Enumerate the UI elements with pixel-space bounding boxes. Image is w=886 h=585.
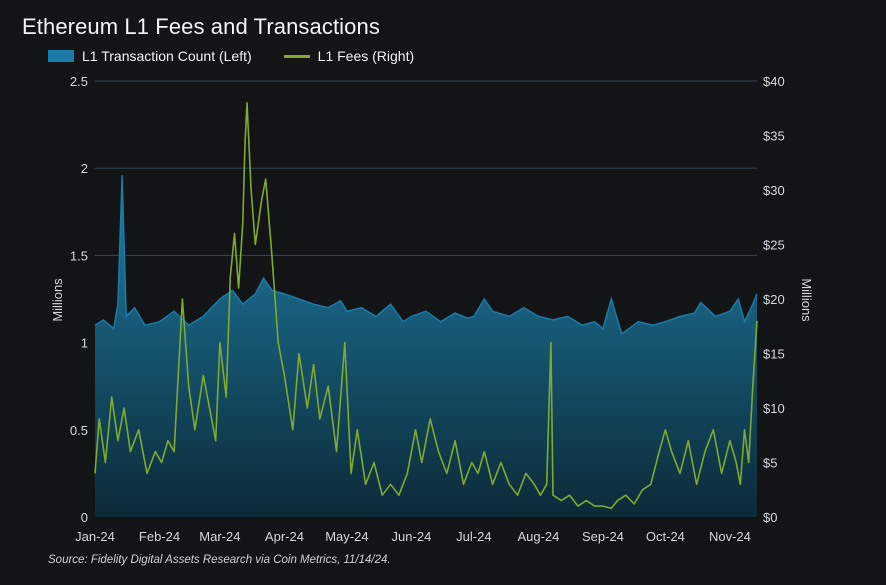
x-axis-ticks: Jan-24 Feb-24 Mar-24 Apr-24 May-24 Jun-24 Jul-… [75, 529, 751, 544]
right-tick-label: $15 [763, 347, 785, 362]
right-tick-label: $35 [763, 129, 785, 144]
legend-swatch-fees [283, 54, 310, 58]
x-tick-label: Mar-24 [199, 529, 240, 544]
chart-title: Ethereum L1 Fees and Transactions [22, 14, 380, 39]
x-tick-label: Jun-24 [392, 529, 432, 544]
left-tick-label: 0 [81, 510, 88, 525]
right-axis-ticks: $0 $5 $10 $15 $20 $25 $30 $35 $40 [763, 74, 785, 525]
legend-item-fees: L1 Fees (Right) [283, 48, 415, 64]
x-tick-label: Jul-24 [456, 529, 491, 544]
x-tick-label: Nov-24 [709, 529, 751, 544]
x-tick-label: Aug-24 [517, 529, 559, 544]
x-tick-label: Feb-24 [139, 529, 180, 544]
x-tick-label: Apr-24 [265, 529, 304, 544]
left-tick-label: 1 [81, 336, 88, 351]
right-tick-label: $10 [763, 401, 785, 416]
legend-label-transactions: L1 Transaction Count (Left) [82, 48, 252, 64]
left-tick-label: 2.5 [70, 74, 88, 89]
right-tick-label: $5 [763, 456, 777, 471]
left-axis-ticks: 0 0.5 1 1.5 2 2.5 [70, 74, 88, 525]
left-axis-label: Millions [50, 278, 65, 322]
legend-swatch-transactions [48, 50, 74, 62]
right-tick-label: $0 [763, 510, 777, 525]
transactions-area [95, 175, 757, 517]
x-tick-label: Jan-24 [75, 529, 115, 544]
left-tick-label: 0.5 [70, 423, 88, 438]
right-tick-label: $40 [763, 74, 785, 89]
legend: L1 Transaction Count (Left) L1 Fees (Rig… [48, 46, 446, 66]
transactions-series-line [94, 175, 758, 336]
right-tick-label: $20 [763, 292, 785, 307]
x-tick-label: May-24 [325, 529, 368, 544]
legend-item-transactions: L1 Transaction Count (Left) [48, 48, 252, 64]
left-tick-label: 1.5 [70, 248, 88, 263]
right-tick-label: $30 [763, 183, 785, 198]
fees-series-line [94, 102, 758, 510]
fees-line-layer [94, 102, 758, 510]
x-tick-label: Sep-24 [582, 529, 624, 544]
x-tick-label: Oct-24 [646, 529, 685, 544]
legend-label-fees: L1 Fees (Right) [317, 48, 415, 64]
left-tick-label: 2 [81, 161, 88, 176]
right-axis-label: Millions [799, 278, 814, 322]
right-tick-label: $25 [763, 238, 785, 253]
transactions-area-layer [94, 175, 758, 517]
source-note: Source: Fidelity Digital Assets Research… [48, 554, 391, 566]
